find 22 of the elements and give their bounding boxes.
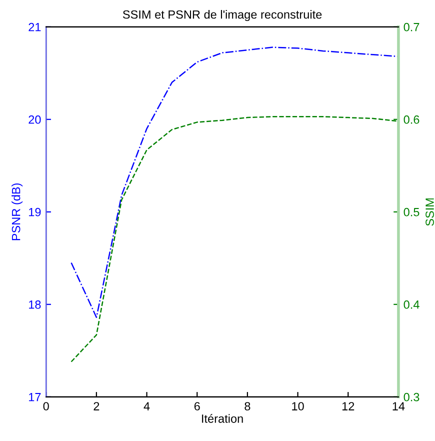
chart-title: SSIM et PSNR de l'image reconstruite [122,10,322,22]
x-tick-label: 10 [292,402,304,410]
x-tick-label: 6 [194,402,200,410]
y-tick-label: 17 [29,393,41,402]
y2-tick-label: 0.7 [404,22,420,32]
y2-tick-label: 0.6 [404,115,420,124]
y-tick-label: 19 [29,208,41,216]
x-tick-label: 4 [144,402,150,410]
y-tick-label: 21 [28,22,41,32]
y-tick-label: 20 [28,115,41,124]
y2-tick-label: 0.5 [404,208,420,216]
x-tick-label: 14 [392,402,405,410]
x-tick-label: 8 [244,402,250,410]
y-tick-label: 18 [29,300,41,309]
y2-tick-label: 0.3 [404,392,420,402]
y-axis-title: PSNR (dB) [12,183,23,240]
x-axis-title: Itération [202,414,243,423]
x-tick-label: 0 [43,402,49,410]
y2-tick-label: 0.4 [404,300,420,309]
x-tick-label: 12 [342,402,354,410]
y2-axis-title: SSIM [426,198,434,226]
x-tick-label: 2 [94,402,100,410]
